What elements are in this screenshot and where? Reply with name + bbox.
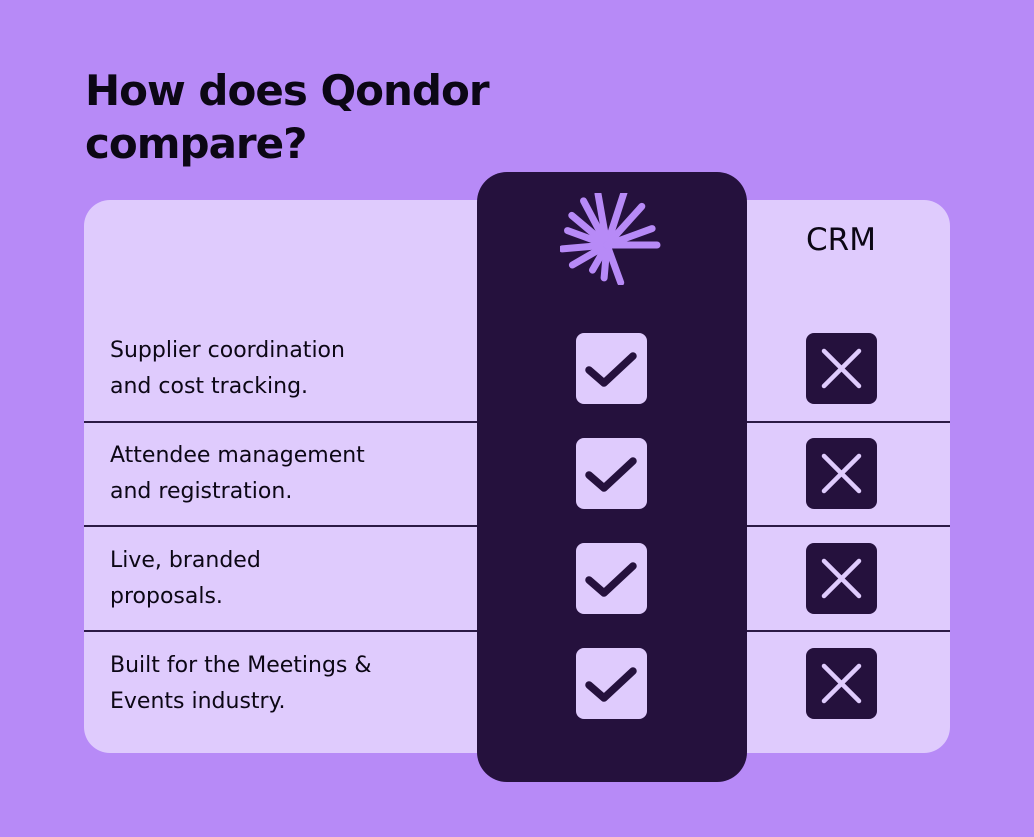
- crm-cross-icon: [806, 333, 877, 404]
- page-title: How does Qondor compare?: [85, 66, 490, 168]
- feature-label: Attendee management and registration.: [110, 443, 365, 504]
- crm-cross-icon: [806, 648, 877, 719]
- qondor-check-icon: [576, 438, 647, 509]
- qondor-check-icon: [576, 333, 647, 404]
- crm-column-header: CRM: [806, 222, 876, 258]
- qondor-check-icon: [576, 543, 647, 614]
- feature-label: Supplier coordination and cost tracking.: [110, 338, 345, 399]
- feature-label: Built for the Meetings & Events industry…: [110, 653, 372, 714]
- qondor-check-icon: [576, 648, 647, 719]
- qondor-starburst-logo-icon: [560, 193, 661, 285]
- crm-cross-icon: [806, 438, 877, 509]
- crm-cross-icon: [806, 543, 877, 614]
- feature-label: Live, branded proposals.: [110, 548, 261, 609]
